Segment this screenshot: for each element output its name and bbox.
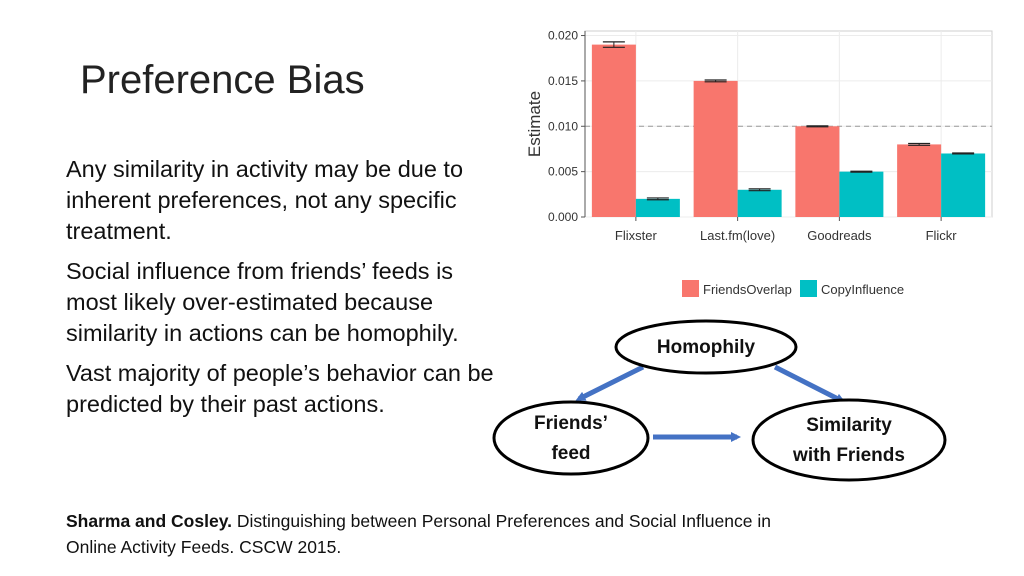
bullet-list: Any similarity in activity may be due to… — [66, 154, 506, 429]
y-axis-label: Estimate — [525, 91, 544, 157]
legend-label: CopyInfluence — [821, 282, 904, 297]
node-similarity: Similarity with Friends — [751, 398, 947, 482]
node-label: with Friends — [792, 445, 905, 466]
legend-swatch — [800, 280, 817, 297]
bar-copyinfluence-goodreads — [839, 171, 884, 217]
bullet-item: Social influence from friends’ feeds is … — [66, 258, 459, 346]
bar-copyinfluence-flickr — [941, 153, 986, 217]
bullet-item: Any similarity in activity may be due to… — [66, 156, 464, 244]
node-friends-feed: Friends’ feed — [492, 400, 650, 476]
x-tick-label: Goodreads — [807, 228, 872, 243]
citation: Sharma and Cosley. Distinguishing betwee… — [66, 508, 826, 560]
node-label: Similarity — [806, 415, 892, 436]
legend-label: FriendsOverlap — [703, 282, 792, 297]
x-tick-label: Last.fm(love) — [700, 228, 775, 243]
bar-copyinfluence-last-fm-love- — [737, 189, 782, 217]
citation-authors: Sharma and Cosley. — [66, 511, 232, 531]
node-homophily: Homophily — [614, 319, 798, 375]
node-label: Friends’ — [534, 413, 608, 434]
node-label: feed — [551, 443, 590, 464]
node-label: Homophily — [657, 337, 756, 358]
x-tick-label: Flickr — [926, 228, 958, 243]
x-tick-label: Flixster — [615, 228, 658, 243]
influence-diagram: Homophily Friends’ feed Similarity with … — [492, 319, 947, 482]
bar-friendsoverlap-flixster — [591, 44, 636, 217]
arrow-homophily-to-similarity — [773, 364, 846, 404]
legend-swatch — [682, 280, 699, 297]
bar-friendsoverlap-last-fm-love- — [693, 80, 738, 217]
y-tick-label: 0.005 — [548, 165, 578, 179]
slide-title: Preference Bias — [80, 58, 365, 102]
y-tick-label: 0.000 — [548, 210, 578, 224]
y-tick-label: 0.010 — [548, 119, 578, 133]
bar-friendsoverlap-flickr — [897, 144, 942, 217]
bullet-item: Vast majority of people’s behavior can b… — [66, 360, 494, 417]
bar-chart: 0.000 0.005 0.010 0.015 0.020 Flixster Last.fm… — [525, 29, 993, 297]
bar-copyinfluence-flixster — [635, 198, 680, 217]
y-tick-label: 0.015 — [548, 74, 578, 88]
bar-friendsoverlap-goodreads — [795, 126, 840, 217]
arrow-homophily-to-feed — [575, 364, 645, 402]
y-tick-label: 0.020 — [548, 29, 578, 43]
citation-text: Distinguishing between Personal Preferen… — [66, 511, 771, 557]
